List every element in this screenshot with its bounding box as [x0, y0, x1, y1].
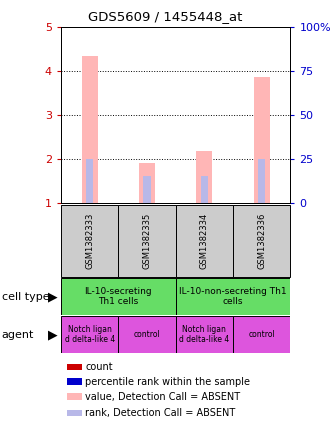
Bar [118, 316, 176, 353]
Text: ▶: ▶ [48, 328, 58, 341]
Text: count: count [85, 362, 113, 372]
Text: control: control [134, 330, 160, 339]
Bar [118, 205, 176, 277]
Text: GSM1382335: GSM1382335 [143, 213, 151, 269]
Text: ▶: ▶ [48, 290, 58, 303]
Bar [233, 205, 290, 277]
Bar [61, 278, 176, 315]
Text: cell type: cell type [2, 291, 49, 302]
Bar [67, 364, 82, 371]
Text: IL-10-secreting
Th1 cells: IL-10-secreting Th1 cells [84, 287, 152, 306]
Bar [201, 176, 208, 203]
Text: GSM1382333: GSM1382333 [85, 213, 94, 269]
Text: rank, Detection Call = ABSENT: rank, Detection Call = ABSENT [85, 408, 235, 418]
Text: agent: agent [2, 330, 34, 340]
Bar [67, 378, 82, 385]
Text: control: control [248, 330, 275, 339]
Text: Notch ligan
d delta-like 4: Notch ligan d delta-like 4 [179, 325, 230, 344]
Bar [67, 393, 82, 400]
Bar [196, 151, 213, 203]
Bar [258, 159, 265, 203]
Text: GSM1382334: GSM1382334 [200, 213, 209, 269]
Bar [67, 410, 82, 416]
Text: IL-10-non-secreting Th1
cells: IL-10-non-secreting Th1 cells [179, 287, 287, 306]
Bar [139, 163, 155, 203]
Bar [82, 56, 98, 203]
Text: GSM1382336: GSM1382336 [257, 213, 266, 269]
Bar [233, 316, 290, 353]
Bar [86, 159, 93, 203]
Bar [176, 205, 233, 277]
Text: value, Detection Call = ABSENT: value, Detection Call = ABSENT [85, 392, 240, 401]
Text: GDS5609 / 1455448_at: GDS5609 / 1455448_at [88, 11, 242, 23]
Bar [176, 278, 290, 315]
Bar [61, 205, 118, 277]
Bar [176, 316, 233, 353]
Bar [254, 77, 270, 203]
Bar [144, 176, 151, 203]
Text: Notch ligan
d delta-like 4: Notch ligan d delta-like 4 [65, 325, 115, 344]
Text: percentile rank within the sample: percentile rank within the sample [85, 376, 250, 387]
Bar [61, 316, 118, 353]
